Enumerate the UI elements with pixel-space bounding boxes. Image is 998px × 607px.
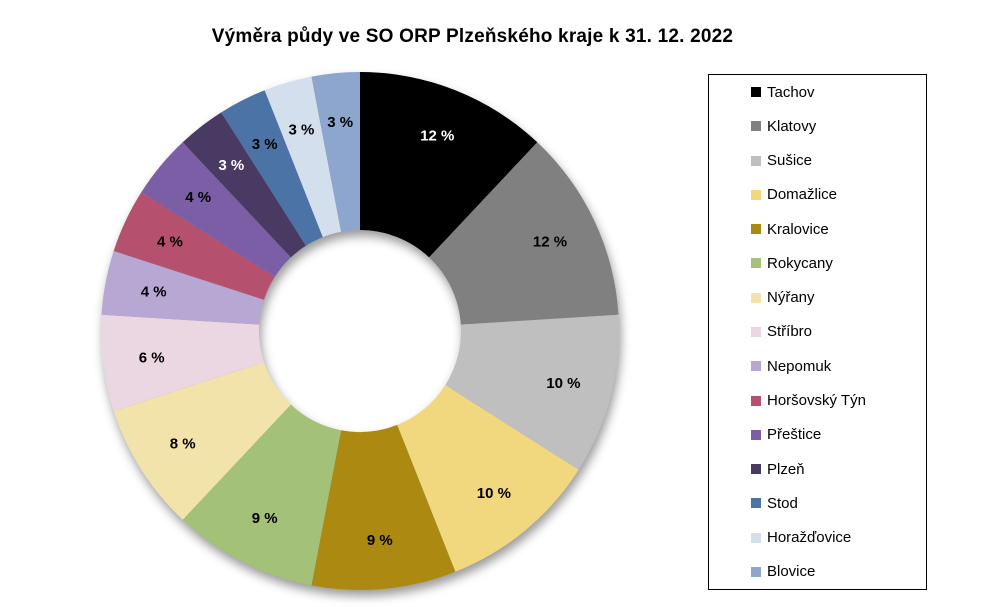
- legend-item-blovice: Blovice: [751, 564, 926, 579]
- legend-label: Rokycany: [767, 254, 833, 272]
- legend-item-sušice: Sušice: [751, 153, 926, 168]
- slice-label-blovice: 3 %: [327, 114, 353, 131]
- legend-item-plzeň: Plzeň: [751, 462, 926, 477]
- slice-klatovy: [429, 142, 619, 325]
- slice-horšovský-týn: [113, 192, 275, 300]
- slice-blovice: [311, 72, 360, 232]
- slice-stod: [221, 90, 323, 246]
- slice-label-klatovy: 12 %: [533, 234, 567, 251]
- slice-label-nýřany: 8 %: [170, 436, 196, 453]
- legend-label: Sušice: [767, 152, 813, 170]
- slice-nepomuk: [101, 250, 264, 325]
- legend-item-nýřany: Nýřany: [751, 290, 926, 305]
- legend-label: Klatovy: [767, 117, 817, 135]
- legend-label: Blovice: [767, 563, 816, 581]
- legend-label: Kralovice: [767, 220, 829, 238]
- slice-label-tachov: 12 %: [420, 128, 454, 145]
- legend-label: Stod: [767, 494, 798, 512]
- slice-kralovice: [311, 424, 456, 591]
- legend-item-stříbro: Stříbro: [751, 324, 926, 339]
- slice-label-sušice: 10 %: [546, 375, 580, 392]
- legend-swatch-icon: [751, 87, 761, 98]
- legend-label: Horažďovice: [767, 529, 852, 547]
- legend-item-klatovy: Klatovy: [751, 119, 926, 134]
- legend-swatch-icon: [751, 326, 761, 337]
- legend-swatch-icon: [751, 532, 761, 543]
- slice-nýřany: [113, 362, 291, 520]
- legend-item-horšovský-týn: Horšovský Týn: [751, 393, 926, 408]
- legend: Tachov Klatovy Sušice Domažlice Kralovice Rok…: [708, 74, 927, 590]
- legend-swatch-icon: [751, 155, 761, 166]
- slice-label-kralovice: 9 %: [367, 532, 393, 549]
- legend-item-horažďovice: Horažďovice: [751, 530, 926, 545]
- chart-title: Výměra půdy ve SO ORP Plzeňského kraje k…: [211, 26, 734, 47]
- slice-label-stod: 3 %: [252, 136, 278, 153]
- legend-item-domažlice: Domažlice: [751, 187, 926, 202]
- legend-label: Plzeň: [767, 460, 805, 478]
- donut-labels: 12 % 12 % 10 % 10 % 9 % 9 % 8 % 6 % 4 % 4 % 4 % 3 %…: [139, 114, 581, 549]
- slice-plzeň: [182, 112, 306, 258]
- slice-stříbro: [101, 314, 264, 412]
- legend-swatch-icon: [751, 258, 761, 269]
- legend-swatch-icon: [751, 498, 761, 509]
- slice-label-domažlice: 10 %: [477, 485, 511, 502]
- legend-swatch-icon: [751, 429, 761, 440]
- legend-label: Nýřany: [767, 289, 815, 307]
- legend-swatch-icon: [751, 224, 761, 235]
- legend-swatch-icon: [751, 121, 761, 132]
- legend-swatch-icon: [751, 189, 761, 200]
- slice-label-horažďovice: 3 %: [288, 121, 314, 138]
- legend-swatch-icon: [751, 395, 761, 406]
- legend-swatch-icon: [751, 292, 761, 303]
- slice-label-nepomuk: 4 %: [141, 284, 167, 301]
- slice-rokycany: [182, 404, 342, 586]
- legend-item-tachov: Tachov: [751, 85, 926, 100]
- slice-přeštice: [141, 142, 291, 277]
- slice-label-přeštice: 4 %: [185, 189, 211, 206]
- legend-swatch-icon: [751, 361, 761, 372]
- slice-label-rokycany: 9 %: [252, 510, 278, 527]
- legend-label: Přeštice: [767, 426, 822, 444]
- slice-label-stříbro: 6 %: [139, 349, 165, 366]
- slice-label-horšovský-týn: 4 %: [157, 234, 183, 251]
- legend-item-kralovice: Kralovice: [751, 222, 926, 237]
- slice-label-plzeň: 3 %: [218, 157, 244, 174]
- legend-item-nepomuk: Nepomuk: [751, 359, 926, 374]
- legend-label: Tachov: [767, 83, 815, 101]
- legend-label: Domažlice: [767, 186, 838, 204]
- legend-item-rokycany: Rokycany: [751, 256, 926, 271]
- donut-slices: [101, 72, 619, 591]
- legend-label: Stříbro: [767, 323, 813, 341]
- legend-swatch-icon: [751, 566, 761, 577]
- slice-domažlice: [397, 385, 579, 572]
- legend-item-stod: Stod: [751, 496, 926, 511]
- slice-horažďovice: [264, 76, 342, 238]
- legend-item-přeštice: Přeštice: [751, 427, 926, 442]
- legend-label: Horšovský Týn: [767, 392, 866, 410]
- slice-sušice: [445, 314, 619, 470]
- slice-tachov: [360, 72, 538, 258]
- donut-chart: 12 % 12 % 10 % 10 % 9 % 9 % 8 % 6 % 4 % 4 % 4 % 3 %…: [101, 72, 619, 591]
- legend-swatch-icon: [751, 464, 761, 475]
- legend-label: Nepomuk: [767, 357, 832, 375]
